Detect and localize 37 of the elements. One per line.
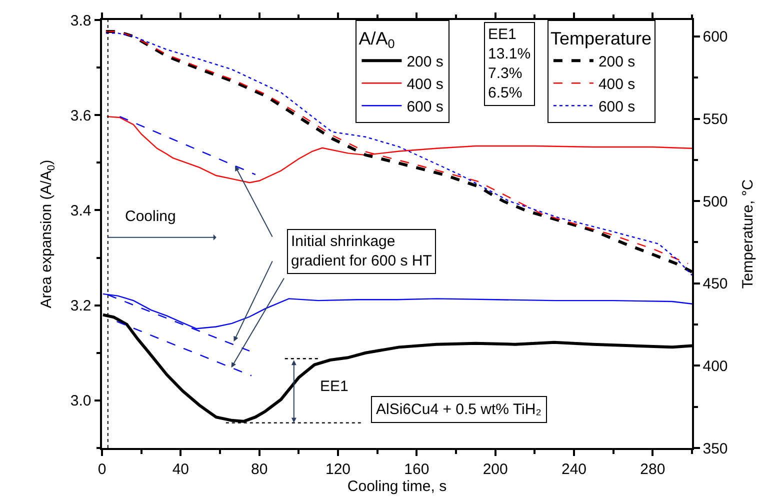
legend-label: 400 s	[406, 76, 444, 93]
x-axis-title: Cooling time, s	[347, 478, 447, 495]
y2-tick-label: 350	[702, 440, 728, 458]
annotation: 13.1%	[488, 46, 531, 62]
x-tick-label: 120	[325, 460, 351, 478]
y-tick-label: 3.2	[70, 298, 92, 315]
legend-label: 200 s	[598, 54, 636, 70]
x-tick-label: 200	[482, 460, 508, 478]
legend-title: A/A$_{0}$	[358, 28, 395, 52]
annotation: Temperature	[550, 28, 652, 48]
legend-label: 400 s	[598, 76, 636, 93]
y2-tick-label: 400	[702, 358, 728, 375]
x-tick-label: 240	[561, 460, 587, 478]
legend-label: 200 s	[406, 54, 444, 70]
annotation: 6.5%	[488, 84, 522, 102]
y2-tick-label: 550	[702, 111, 728, 128]
annotation: Cooling	[125, 208, 176, 225]
annotation: EE1	[320, 378, 348, 395]
x-tick-label: 160	[404, 460, 430, 478]
legend-label: 600 s	[598, 98, 636, 116]
y2-tick-label: 600	[702, 28, 728, 46]
y-tick-label: 3.4	[70, 202, 92, 220]
x-tick-label: 80	[250, 460, 268, 478]
annotation: AlSi6Cu4 + 0.5 wt% TiH₂	[376, 401, 542, 418]
y-tick-label: 3.6	[70, 107, 92, 124]
y-tick-label: 3.8	[70, 12, 92, 30]
annotation: EE1	[488, 26, 516, 43]
legend-label: 600 s	[406, 98, 444, 116]
y2-tick-label: 450	[702, 276, 728, 293]
x-tick-label: 0	[98, 460, 106, 478]
y2-tick-label: 500	[702, 193, 728, 210]
x-tick-label: 280	[640, 460, 666, 478]
y2-axis-title: Temperature, °C	[739, 179, 756, 289]
annotation: 7.3%	[488, 65, 522, 82]
annotation: Initial shrinkage gradient for 600 s HT	[291, 233, 432, 270]
y-tick-label: 3.0	[70, 392, 92, 410]
x-tick-label: 40	[172, 460, 190, 478]
